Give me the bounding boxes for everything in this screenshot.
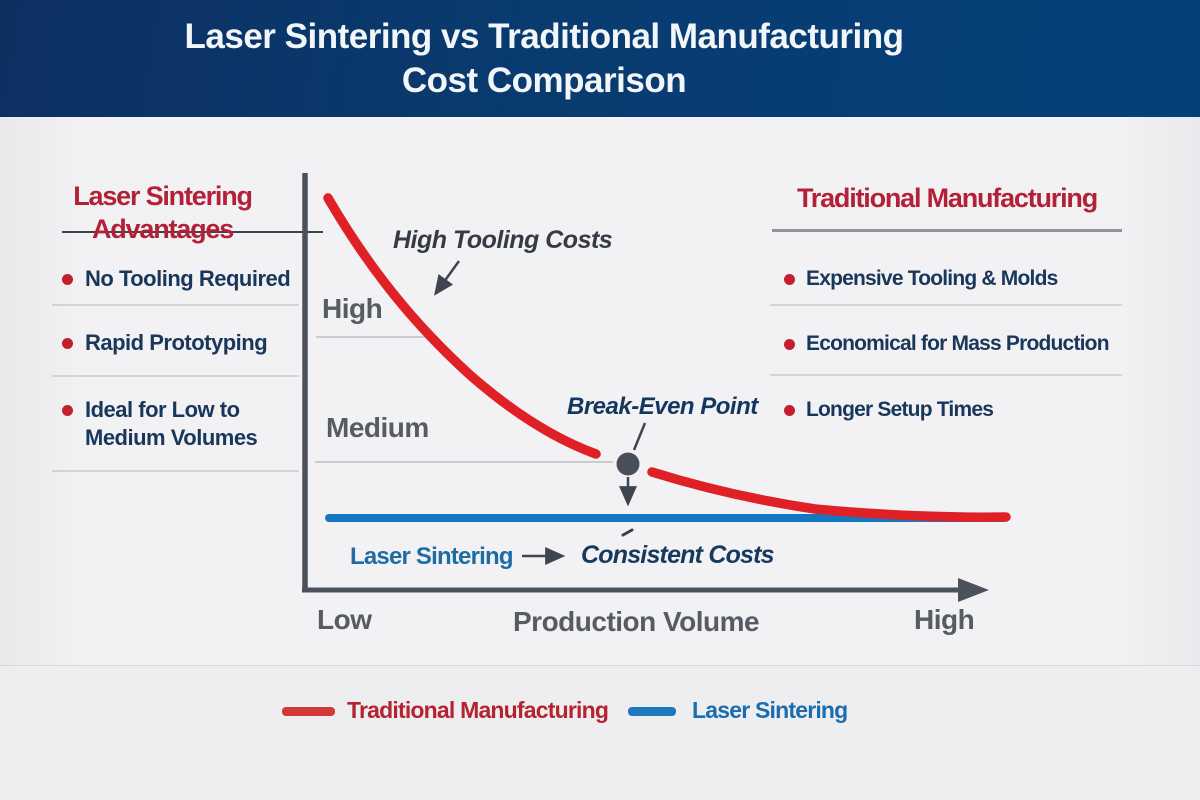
x-label-low: Low — [317, 604, 372, 635]
legend-band: Traditional Manufacturing Laser Sinterin… — [0, 665, 1200, 800]
page-title-line1: Laser Sintering vs Traditional Manufactu… — [184, 17, 904, 56]
y-label-medium: Medium — [326, 412, 429, 443]
divider — [52, 375, 299, 377]
annotation-high-tooling-costs: High Tooling Costs — [393, 226, 613, 254]
x-label-production-volume: Production Volume — [513, 606, 760, 637]
x-label-high: High — [914, 604, 975, 635]
bullet-icon — [784, 274, 795, 285]
right-panel-heading: Traditional Manufacturing — [796, 183, 1098, 213]
legend-swatch-laser-icon — [628, 707, 676, 716]
divider — [770, 374, 1122, 376]
bullet-icon — [62, 405, 73, 416]
break-even-dot — [616, 452, 640, 476]
high-tick-underline — [316, 336, 432, 338]
y-label-high: High — [322, 293, 383, 324]
list-item: Rapid Prototyping — [85, 330, 268, 355]
small-tick-mark — [621, 528, 634, 537]
left-heading-line1: Laser Sintering — [73, 181, 253, 211]
bullet-icon — [62, 274, 73, 285]
list-item: Expensive Tooling & Molds — [806, 267, 1058, 290]
annotation-consistent-costs: Consistent Costs — [581, 541, 775, 569]
list-item: Longer Setup Times — [806, 398, 994, 421]
traditional-cost-curve-right — [647, 467, 1011, 522]
tooling-costs-arrow-icon — [434, 260, 461, 296]
legend-swatch-traditional-icon — [282, 707, 335, 716]
left-panel-heading: Laser Sintering Advantages — [40, 180, 285, 246]
list-item: No Tooling Required — [85, 266, 291, 291]
divider — [52, 304, 299, 306]
header-banner: Laser Sintering vs Traditional Manufactu… — [0, 0, 1200, 117]
break-even-pointer-line — [632, 422, 647, 451]
left-heading-line2: Advantages — [91, 214, 234, 244]
list-item: Economical for Mass Production — [806, 332, 1110, 355]
bullet-icon — [784, 405, 795, 416]
legend-label-traditional: Traditional Manufacturing — [347, 697, 609, 723]
legend-label-laser: Laser Sintering — [692, 697, 848, 723]
divider — [770, 304, 1122, 306]
annotation-laser-sintering: Laser Sintering — [350, 543, 514, 570]
medium-tick-underline — [315, 461, 613, 463]
list-item: Ideal for Low to Medium Volumes — [85, 397, 258, 450]
x-axis-arrow-icon — [958, 578, 989, 602]
bullet-icon — [784, 339, 795, 350]
page-title-line2: Cost Comparison — [401, 61, 687, 100]
annotation-break-even-point: Break-Even Point — [567, 393, 758, 420]
advantages-strike-line — [62, 231, 323, 233]
bullet-icon — [62, 338, 73, 349]
right-heading-underline — [772, 229, 1122, 232]
divider — [52, 470, 299, 472]
